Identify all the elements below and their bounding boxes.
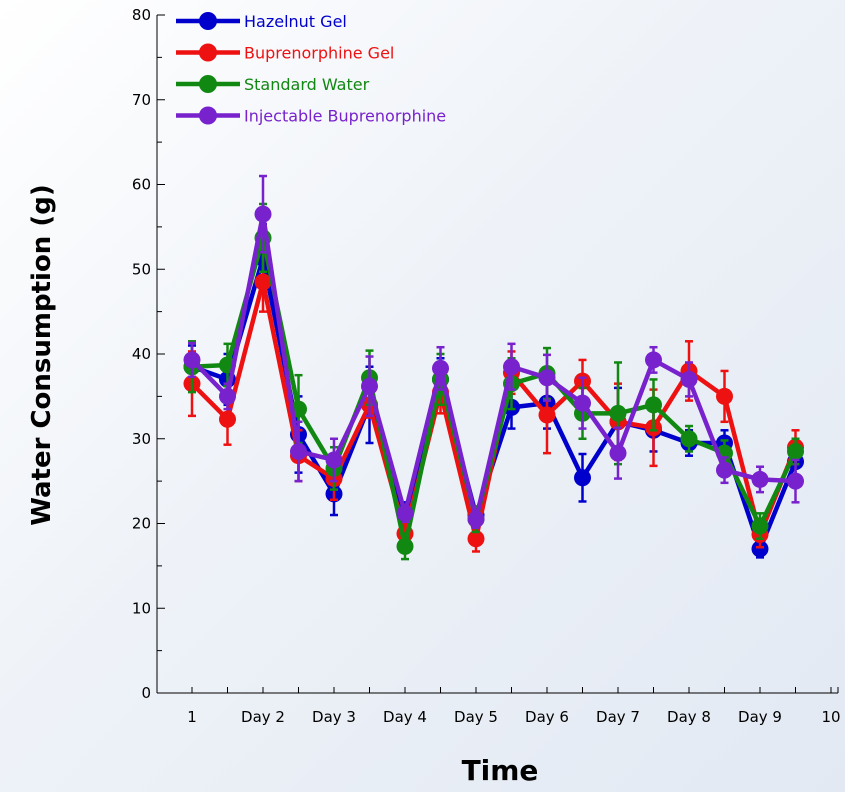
data-point — [219, 387, 236, 405]
legend-marker — [199, 106, 217, 125]
legend-label: Injectable Buprenorphine — [244, 107, 446, 126]
x-tick-label: Day 8 — [667, 708, 711, 726]
x-tick-label: Day 3 — [312, 708, 356, 726]
data-point — [396, 537, 414, 555]
data-point — [751, 540, 769, 558]
legend-label: Buprenorphine Gel — [244, 44, 394, 63]
x-tick-labels: 1 Day 2 Day 3 Day 4 Day 5 Day 6 Day 7 Day 8 Day … — [187, 708, 840, 726]
x-tick-label: Day 4 — [383, 708, 427, 726]
series-layer — [183, 174, 804, 561]
data-point — [219, 410, 236, 428]
legend-item: Hazelnut Gel — [176, 12, 347, 31]
series-standard-water — [183, 202, 804, 561]
x-tick-label: 1 — [187, 708, 197, 726]
data-point — [787, 472, 804, 490]
legend-marker — [199, 43, 217, 62]
data-point — [751, 517, 769, 535]
y-tick-label: 30 — [132, 430, 151, 448]
data-point — [361, 377, 378, 395]
legend-label: Hazelnut Gel — [244, 12, 347, 31]
data-point — [290, 442, 307, 460]
y-tick-label: 50 — [132, 260, 151, 278]
legend-item: Standard Water — [176, 75, 370, 94]
legend: Hazelnut Gel Buprenorphine Gel Standard Wa… — [176, 12, 446, 126]
y-tick-label: 0 — [141, 684, 151, 702]
data-point — [680, 430, 698, 448]
legend-item: Buprenorphine Gel — [176, 43, 394, 63]
series-hazelnut-gel — [183, 223, 804, 559]
legend-marker — [199, 75, 217, 93]
y-tick-label: 80 — [132, 6, 151, 24]
data-point — [787, 442, 804, 460]
series-line — [190, 211, 796, 522]
y-axis-title: Water Consumption (g) — [27, 184, 57, 526]
data-point — [325, 451, 343, 469]
data-point — [254, 205, 272, 223]
x-tick-label: Day 7 — [596, 708, 640, 726]
data-point — [645, 396, 662, 414]
data-point — [716, 461, 733, 479]
data-point — [538, 369, 556, 387]
data-point — [751, 470, 769, 488]
data-point — [574, 394, 591, 412]
data-point — [432, 359, 449, 377]
data-point — [503, 358, 520, 376]
series-injectable-buprenorphine — [183, 174, 804, 529]
legend-label: Standard Water — [244, 75, 370, 94]
x-tick-label: Day 9 — [738, 708, 782, 726]
data-point — [467, 510, 485, 528]
x-tick-label: 10 — [821, 708, 840, 726]
y-tick-label: 60 — [132, 176, 151, 194]
data-point — [680, 370, 698, 388]
x-axis-title: Time — [462, 754, 539, 787]
data-point — [254, 273, 272, 291]
x-tick-label: Day 2 — [241, 708, 285, 726]
series-line — [190, 279, 798, 542]
series-line — [191, 235, 798, 549]
data-point — [645, 351, 662, 369]
data-point — [396, 504, 414, 522]
y-tick-label: 10 — [132, 599, 151, 617]
y-tick-label: 40 — [132, 345, 151, 363]
series-line — [191, 255, 798, 552]
data-point — [538, 406, 556, 424]
data-point — [609, 404, 627, 422]
x-tick-label: Day 6 — [525, 708, 569, 726]
y-tick-label: 20 — [132, 515, 151, 533]
x-tick-label: Day 5 — [454, 708, 498, 726]
y-tick-labels: 0 10 20 30 40 50 60 70 80 — [132, 6, 151, 702]
data-point — [467, 530, 485, 548]
data-point — [574, 469, 591, 487]
data-point — [183, 351, 201, 369]
data-point — [609, 444, 627, 462]
legend-item: Injectable Buprenorphine — [176, 106, 446, 126]
y-tick-label: 70 — [132, 91, 151, 109]
data-point — [716, 387, 733, 405]
axes — [156, 14, 839, 694]
legend-marker — [199, 12, 217, 30]
